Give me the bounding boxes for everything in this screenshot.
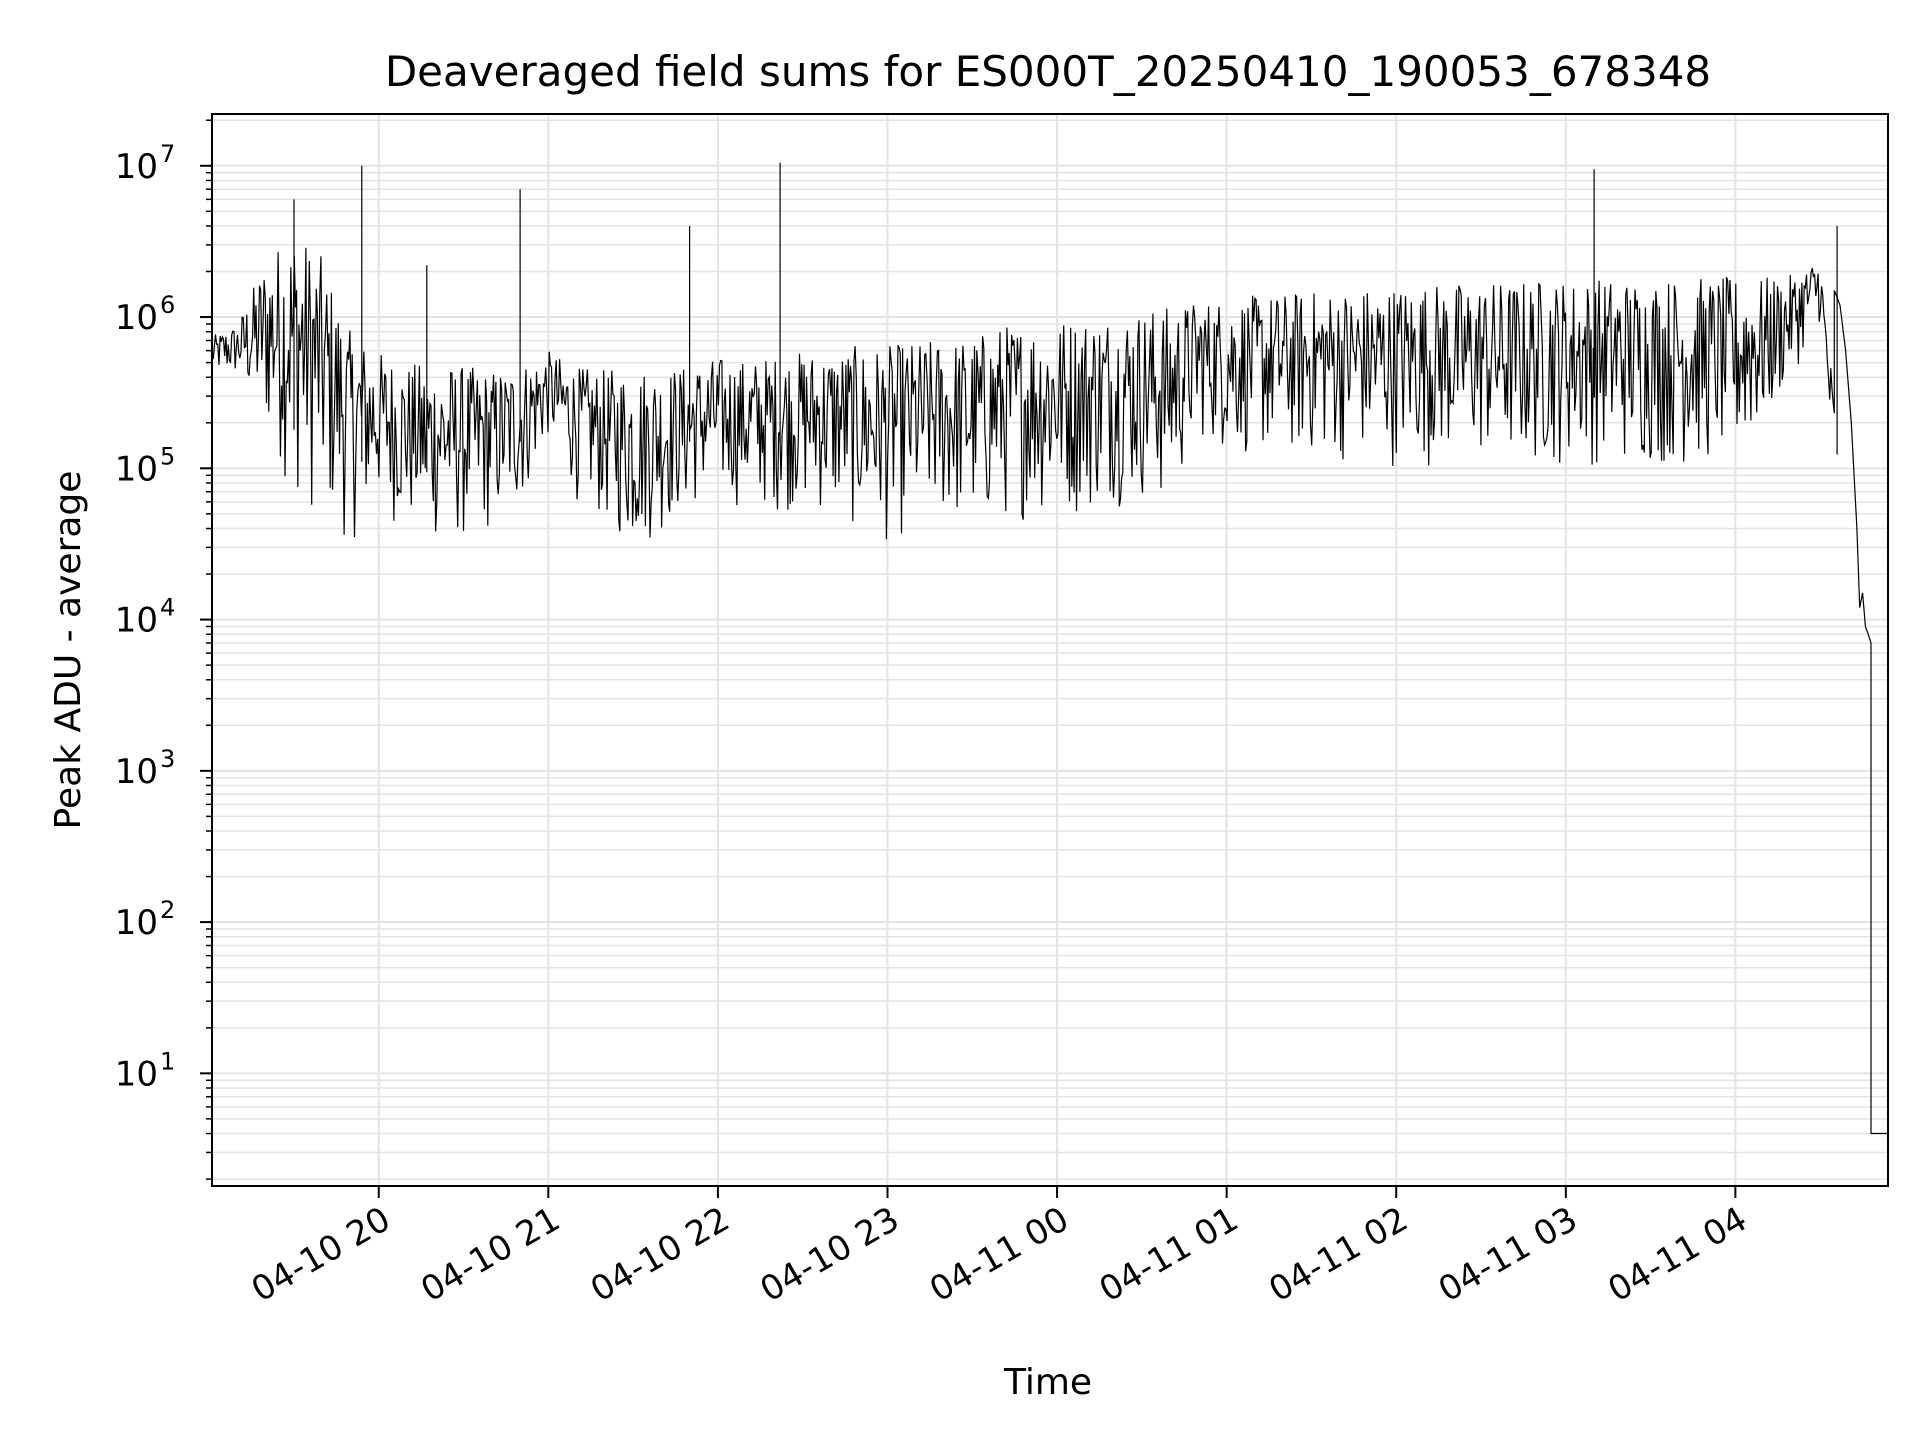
x-tick-label: 04-10 21 (414, 1199, 566, 1310)
y-tick-exponent: 4 (160, 594, 175, 622)
y-tick-exponent: 7 (160, 140, 175, 168)
x-axis-ticks: 04-10 20 04-10 21 04-10 22 04-10 23 04-11 00… (245, 1186, 1754, 1310)
x-tick-label: 04-10 20 (245, 1199, 397, 1310)
grid-lines (212, 114, 1888, 1186)
x-tick-label: 04-11 04 (1601, 1199, 1753, 1310)
x-axis-label: Time (1003, 1362, 1092, 1403)
series-spikes (293, 162, 1838, 473)
x-tick-label: 04-10 22 (584, 1199, 736, 1310)
y-tick-label: 10 (115, 298, 158, 338)
x-tick-label: 04-11 03 (1432, 1199, 1584, 1310)
x-tick-label: 04-11 00 (923, 1199, 1075, 1310)
x-tick-label: 04-10 23 (754, 1199, 906, 1310)
y-tick-label: 10 (115, 1054, 158, 1094)
y-tick-label: 10 (115, 752, 158, 792)
y-tick-exponent: 5 (160, 442, 175, 470)
y-tick-label: 10 (115, 147, 158, 187)
y-tick-label: 10 (115, 903, 158, 943)
y-tick-exponent: 1 (160, 1047, 175, 1075)
series-line (211, 247, 1888, 1135)
x-tick-label: 04-11 02 (1262, 1199, 1414, 1310)
y-tick-label: 10 (115, 601, 158, 641)
x-tick-label: 04-11 01 (1093, 1199, 1245, 1310)
plot-frame (211, 113, 1889, 1187)
y-tick-exponent: 3 (160, 745, 175, 773)
y-tick-exponent: 6 (160, 291, 175, 319)
y-tick-label: 10 (115, 449, 158, 489)
chart-title: Deaveraged field sums for ES000T_2025041… (385, 47, 1711, 96)
y-axis-label: Peak ADU - average (48, 471, 89, 830)
y-tick-exponent: 2 (160, 896, 175, 924)
